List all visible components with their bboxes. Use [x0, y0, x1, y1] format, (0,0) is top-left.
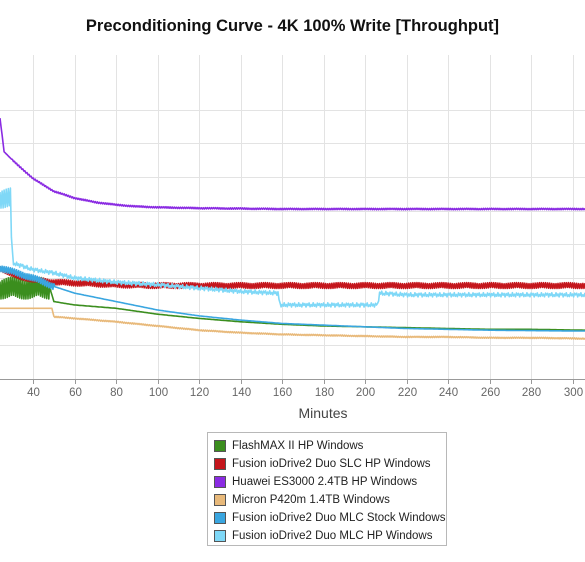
- x-tick-label: 40: [27, 387, 40, 399]
- series-line-5: [0, 265, 585, 332]
- x-tick-label: 280: [522, 387, 541, 399]
- x-tick-label: 140: [232, 387, 251, 399]
- legend-swatch: [214, 440, 226, 452]
- x-tick-label: 80: [110, 387, 123, 399]
- x-tick-label: 120: [190, 387, 209, 399]
- x-tick-label: 180: [315, 387, 334, 399]
- series-line-2: [0, 265, 585, 290]
- series-line-3: [0, 118, 585, 211]
- legend-item[interactable]: Fusion ioDrive2 Duo MLC Stock Windows: [214, 509, 446, 527]
- legend-swatch: [214, 458, 226, 470]
- x-tick-label: 300: [564, 387, 583, 399]
- legend-label: Fusion ioDrive2 Duo SLC HP Windows: [232, 458, 431, 470]
- axes: 40 60 80 100 120 140 160 180 200 220 240 260 280 300: [0, 379, 585, 399]
- series-line-4: [0, 307, 585, 341]
- legend-item[interactable]: Fusion ioDrive2 Duo SLC HP Windows: [214, 455, 446, 473]
- chart-title: Preconditioning Curve - 4K 100% Write [T…: [85, 17, 500, 35]
- legend-item[interactable]: FlashMAX II HP Windows: [214, 437, 446, 455]
- legend-item[interactable]: Micron P420m 1.4TB Windows: [214, 491, 446, 509]
- legend: FlashMAX II HP Windows Fusion ioDrive2 Du…: [207, 432, 447, 546]
- legend-swatch: [214, 512, 226, 524]
- x-tick-label: 240: [439, 387, 458, 399]
- legend-swatch: [214, 530, 226, 542]
- legend-label: FlashMAX II HP Windows: [232, 440, 364, 452]
- legend-label: Fusion ioDrive2 Duo MLC Stock Windows: [232, 512, 446, 524]
- x-tick-label: 160: [273, 387, 292, 399]
- x-tick-label: 260: [481, 387, 500, 399]
- x-tick-label: 220: [398, 387, 417, 399]
- legend-swatch: [214, 476, 226, 488]
- series-line-1: [0, 276, 585, 332]
- series-lines: [0, 118, 585, 341]
- x-tick-label: 60: [69, 387, 82, 399]
- legend-label: Fusion ioDrive2 Duo MLC HP Windows: [232, 530, 433, 542]
- x-tick-label: 200: [356, 387, 375, 399]
- legend-item[interactable]: Fusion ioDrive2 Duo MLC HP Windows: [214, 527, 446, 545]
- legend-item[interactable]: Huawei ES3000 2.4TB HP Windows: [214, 473, 446, 491]
- x-tick-label: 100: [149, 387, 168, 399]
- series-line-6: [0, 187, 585, 308]
- legend-label: Huawei ES3000 2.4TB HP Windows: [232, 476, 418, 488]
- legend-swatch: [214, 494, 226, 506]
- x-axis-title: Minutes: [298, 405, 347, 421]
- legend-label: Micron P420m 1.4TB Windows: [232, 494, 390, 506]
